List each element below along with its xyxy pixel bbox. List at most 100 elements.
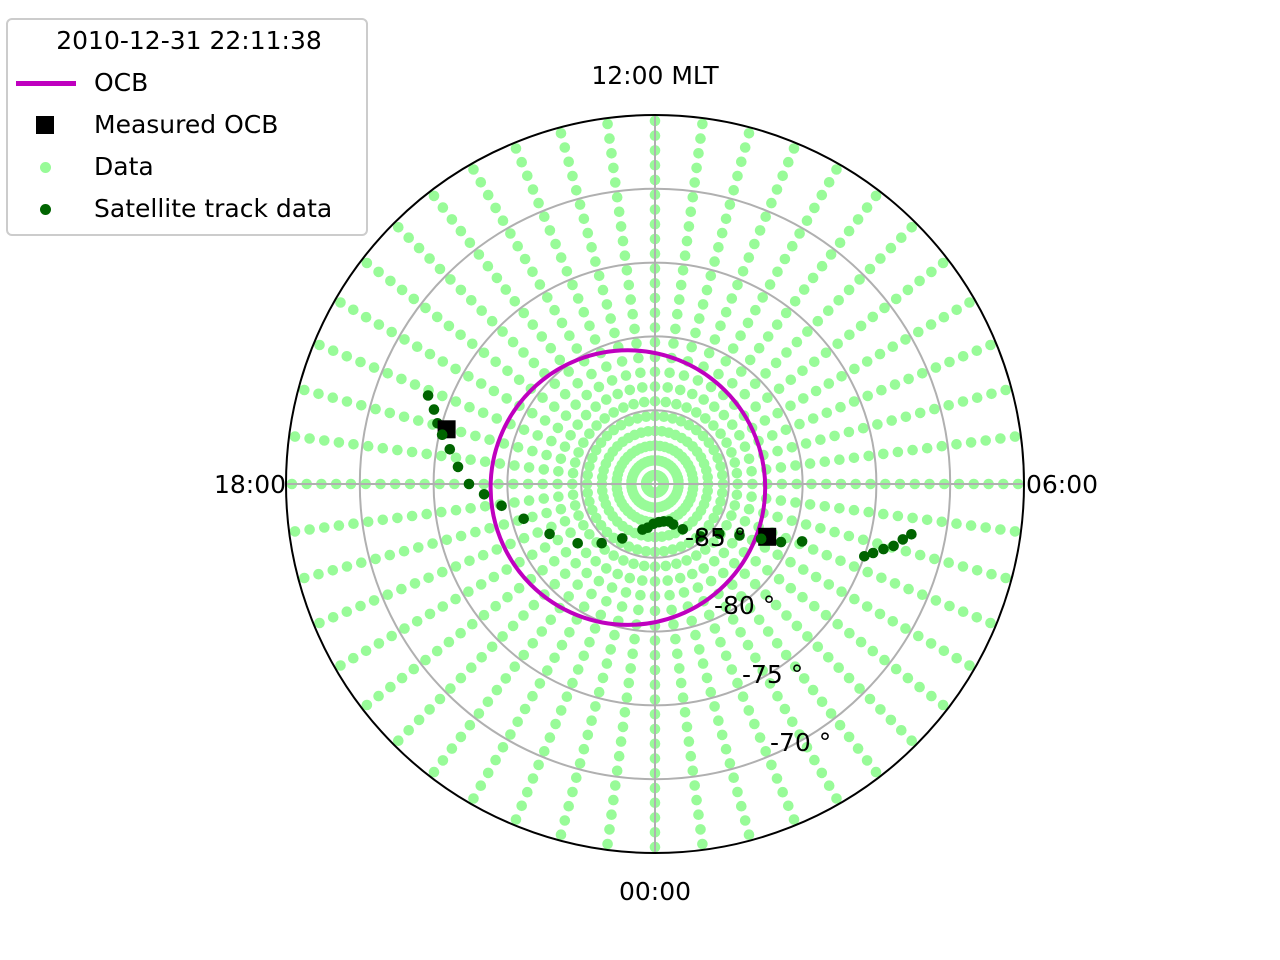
data-point	[341, 561, 353, 572]
data-point	[658, 546, 670, 557]
data-point	[807, 413, 819, 424]
data-point	[563, 800, 574, 812]
data-point	[396, 672, 408, 684]
data-point	[902, 284, 914, 296]
direction-label-bottom: 00:00	[619, 877, 691, 906]
data-point	[368, 362, 380, 373]
data-point	[522, 786, 533, 798]
data-point	[319, 522, 330, 533]
satellite-track-point-overlay	[436, 429, 448, 441]
data-point	[590, 556, 601, 567]
data-point	[736, 366, 747, 377]
data-point	[470, 430, 481, 442]
data-point	[377, 514, 389, 526]
data-point	[749, 578, 761, 590]
data-point	[810, 571, 822, 583]
data-point	[578, 650, 590, 662]
data-point	[674, 572, 686, 584]
data-point	[559, 388, 571, 400]
data-point	[544, 225, 556, 236]
data-point	[773, 573, 785, 585]
data-point	[726, 664, 738, 675]
data-point	[658, 411, 670, 423]
data-point	[486, 315, 498, 327]
data-point	[527, 407, 538, 419]
data-point	[545, 614, 557, 626]
data-point	[833, 295, 844, 306]
measured-ocb-layer	[436, 420, 777, 546]
data-point	[729, 558, 740, 569]
data-point	[764, 279, 776, 290]
data-point	[861, 202, 873, 213]
data-point	[801, 742, 813, 753]
data-point	[445, 683, 456, 694]
direction-label-top: 12:00 MLT	[591, 61, 719, 90]
data-point	[505, 228, 516, 239]
data-point	[906, 735, 917, 746]
satellite-track-point	[444, 444, 456, 455]
data-point	[413, 714, 425, 726]
satellite-track-point	[617, 533, 628, 544]
data-point	[750, 401, 761, 413]
data-point	[809, 754, 820, 766]
data-point	[815, 434, 826, 446]
data-point	[810, 385, 822, 397]
data-point	[584, 636, 595, 648]
data-point	[319, 435, 330, 446]
data-point	[497, 326, 508, 337]
data-point	[621, 692, 633, 703]
data-point	[823, 579, 835, 590]
data-point	[631, 338, 642, 349]
data-point	[539, 542, 551, 553]
data-point	[635, 367, 646, 379]
data-point	[921, 514, 933, 526]
ocb-line	[488, 348, 768, 627]
data-point	[861, 356, 873, 367]
data-point	[556, 317, 568, 329]
data-point	[609, 629, 620, 641]
polar-frame	[285, 114, 1025, 854]
data-point	[936, 440, 948, 452]
data-point	[510, 814, 522, 825]
data-point	[490, 600, 502, 612]
data-point	[906, 222, 917, 233]
data-point	[638, 396, 650, 408]
satellite-track-point	[734, 530, 745, 541]
data-point	[887, 341, 899, 353]
data-point	[559, 142, 571, 153]
data-point	[550, 718, 561, 730]
data-point	[601, 361, 612, 373]
data-point	[809, 202, 820, 214]
data-point	[555, 705, 567, 716]
data-point	[527, 773, 539, 784]
data-point	[857, 422, 869, 434]
data-point	[482, 260, 494, 272]
data-point	[685, 206, 697, 218]
data-point	[995, 433, 1006, 444]
data-point	[623, 541, 635, 552]
data-point	[762, 392, 773, 404]
data-point	[785, 400, 796, 412]
data-point	[681, 235, 693, 247]
data-point	[360, 311, 372, 323]
data-point	[797, 365, 808, 377]
data-point	[604, 824, 615, 835]
data-point	[516, 156, 527, 168]
data-point	[573, 447, 584, 458]
data-point	[542, 292, 553, 303]
data-point	[620, 370, 632, 381]
data-point	[501, 393, 512, 404]
data-point	[687, 191, 699, 203]
data-point	[721, 520, 732, 531]
data-point	[608, 794, 619, 806]
data-point	[608, 162, 619, 174]
lat-ring-label-75: -75 °	[742, 660, 803, 689]
data-point	[709, 623, 721, 634]
data-point	[889, 379, 901, 390]
data-point	[914, 407, 926, 419]
data-point	[780, 307, 792, 319]
data-point	[662, 382, 673, 393]
data-point	[595, 609, 607, 621]
data-point	[739, 142, 751, 153]
data-point	[791, 620, 803, 632]
